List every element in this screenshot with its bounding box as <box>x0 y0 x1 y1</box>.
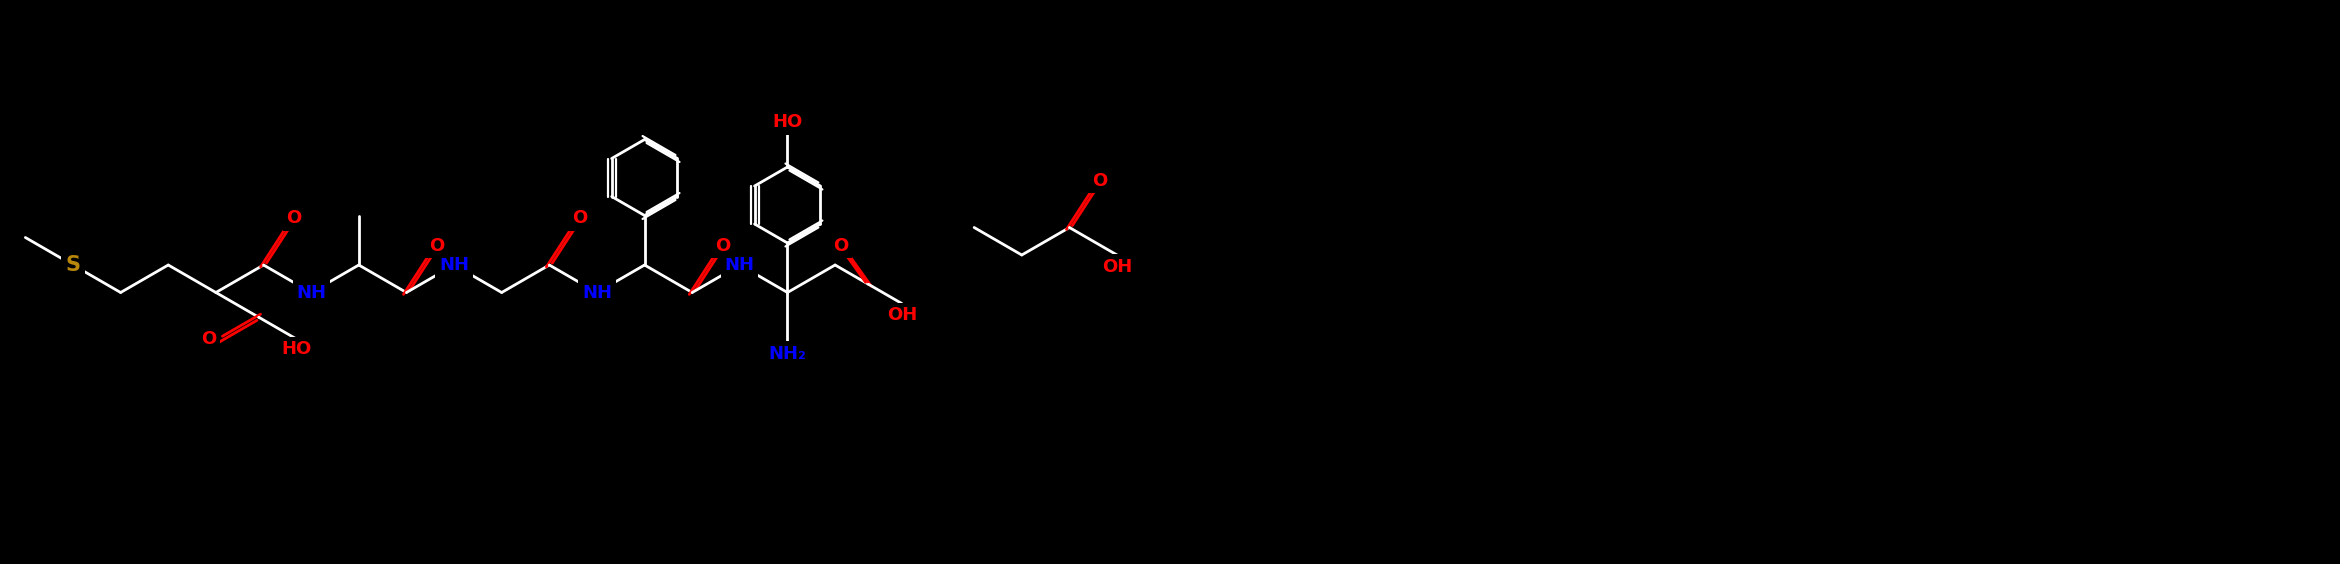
Text: O: O <box>285 209 302 227</box>
Text: O: O <box>1093 172 1107 190</box>
Text: HO: HO <box>281 340 311 358</box>
Text: O: O <box>571 209 587 227</box>
Text: O: O <box>201 331 215 348</box>
Text: NH: NH <box>297 284 325 302</box>
Text: OH: OH <box>887 306 917 324</box>
Text: NH₂: NH₂ <box>768 345 807 363</box>
Text: O: O <box>833 237 849 255</box>
Text: O: O <box>714 237 730 255</box>
Text: O: O <box>428 237 445 255</box>
Text: HO: HO <box>772 113 803 131</box>
Text: NH: NH <box>725 256 756 274</box>
Text: NH: NH <box>583 284 613 302</box>
Text: S: S <box>66 255 80 275</box>
Text: NH: NH <box>440 256 468 274</box>
Text: OH: OH <box>1102 258 1133 276</box>
